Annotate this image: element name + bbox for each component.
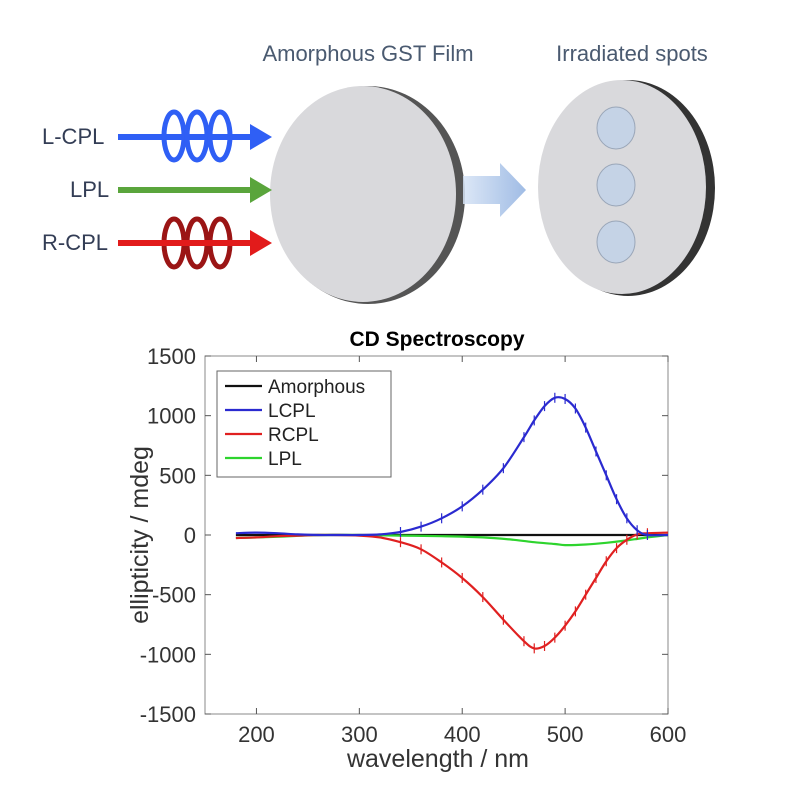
x-tick-label: 300	[341, 722, 378, 747]
y-tick-label: -1000	[140, 642, 196, 667]
y-tick-label: -1500	[140, 702, 196, 727]
irradiated-spot-3	[596, 220, 636, 264]
irradiated-spot-2	[596, 163, 636, 207]
transition-arrow-icon	[463, 163, 526, 217]
y-tick-label: -500	[152, 583, 196, 608]
irradiated-film	[538, 80, 715, 296]
irradiated-spot-1	[596, 106, 636, 150]
beam-lpl-label: LPL	[70, 177, 109, 202]
beam-lpl: LPL	[70, 177, 272, 203]
legend-label-rcpl: RCPL	[268, 425, 319, 446]
beam-lcpl: L-CPL	[42, 109, 272, 163]
x-tick-label: 400	[444, 722, 481, 747]
y-tick-label: 0	[184, 523, 196, 548]
film-label: Amorphous GST Film	[262, 41, 473, 66]
legend-label-amorphous: Amorphous	[268, 377, 365, 398]
legend-label-lcpl: LCPL	[268, 401, 316, 422]
y-axis-ticks: 1500 1000 500 0 -500 -1000 -1500	[140, 344, 668, 727]
beam-rcpl-label: R-CPL	[42, 230, 108, 255]
x-tick-label: 200	[238, 722, 275, 747]
series-layer	[235, 392, 668, 654]
beam-lcpl-label: L-CPL	[42, 124, 104, 149]
x-axis-label: wavelength / nm	[346, 745, 529, 773]
chart-title: CD Spectroscopy	[349, 328, 524, 351]
legend-label-lpl: LPL	[268, 449, 302, 470]
x-tick-label: 600	[650, 722, 687, 747]
legend-box	[216, 370, 392, 478]
chart-legend: Amorphous LCPL RCPL LPL	[216, 370, 392, 478]
y-axis-label: ellipticity / mdeg	[126, 446, 154, 624]
y-tick-label: 1000	[147, 404, 196, 429]
beam-rcpl: R-CPL	[42, 216, 272, 270]
y-tick-label: 500	[159, 463, 196, 488]
series-line-lcpl	[235, 396, 668, 537]
x-axis-ticks: 200 300 400 500 600	[238, 356, 686, 747]
spots-label: Irradiated spots	[556, 41, 708, 66]
amorphous-film	[270, 86, 465, 304]
x-tick-label: 500	[547, 722, 584, 747]
y-tick-label: 1500	[147, 344, 196, 369]
film-disc	[270, 86, 456, 302]
